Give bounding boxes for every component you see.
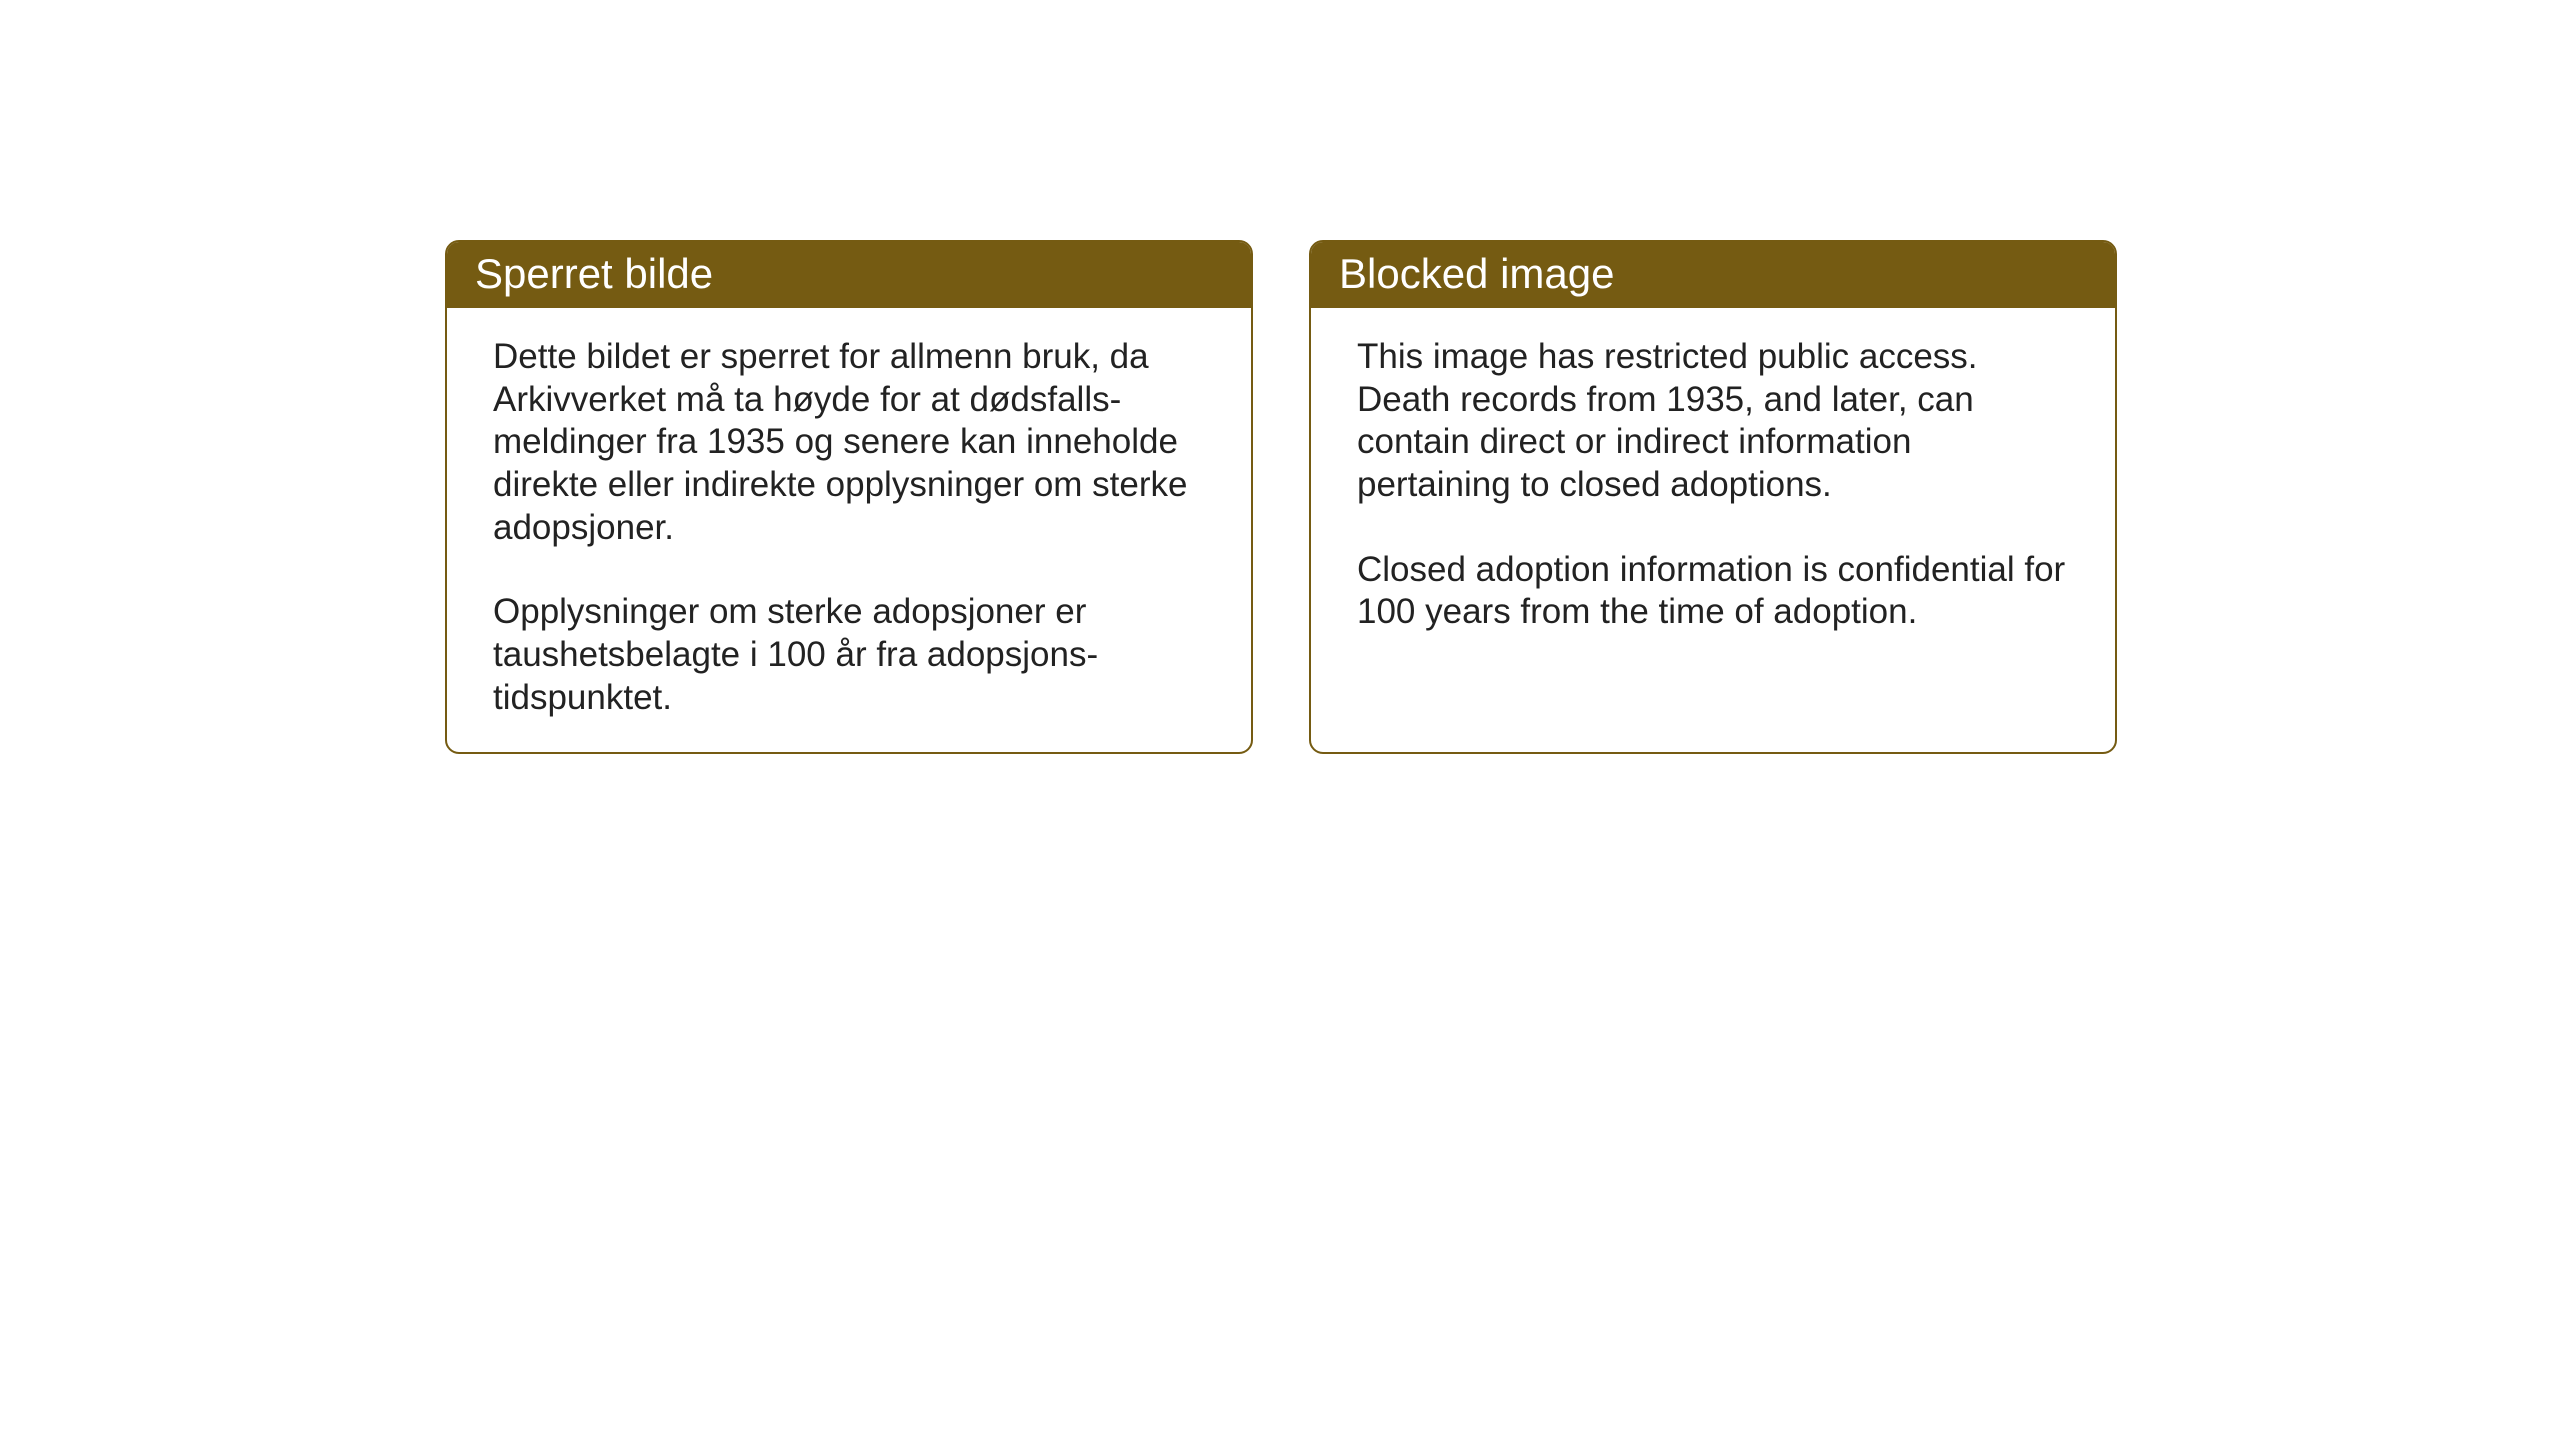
- notice-card-norwegian: Sperret bilde Dette bildet er sperret fo…: [445, 240, 1253, 754]
- paragraph-1-norwegian: Dette bildet er sperret for allmenn bruk…: [493, 336, 1205, 549]
- notice-card-english: Blocked image This image has restricted …: [1309, 240, 2117, 754]
- paragraph-2-norwegian: Opplysninger om sterke adopsjoner er tau…: [493, 591, 1205, 719]
- paragraph-2-english: Closed adoption information is confident…: [1357, 549, 2069, 634]
- card-header-english: Blocked image: [1311, 242, 2115, 308]
- notice-container: Sperret bilde Dette bildet er sperret fo…: [445, 240, 2117, 754]
- card-body-english: This image has restricted public access.…: [1311, 308, 2115, 730]
- card-header-norwegian: Sperret bilde: [447, 242, 1251, 308]
- paragraph-1-english: This image has restricted public access.…: [1357, 336, 2069, 507]
- card-body-norwegian: Dette bildet er sperret for allmenn bruk…: [447, 308, 1251, 752]
